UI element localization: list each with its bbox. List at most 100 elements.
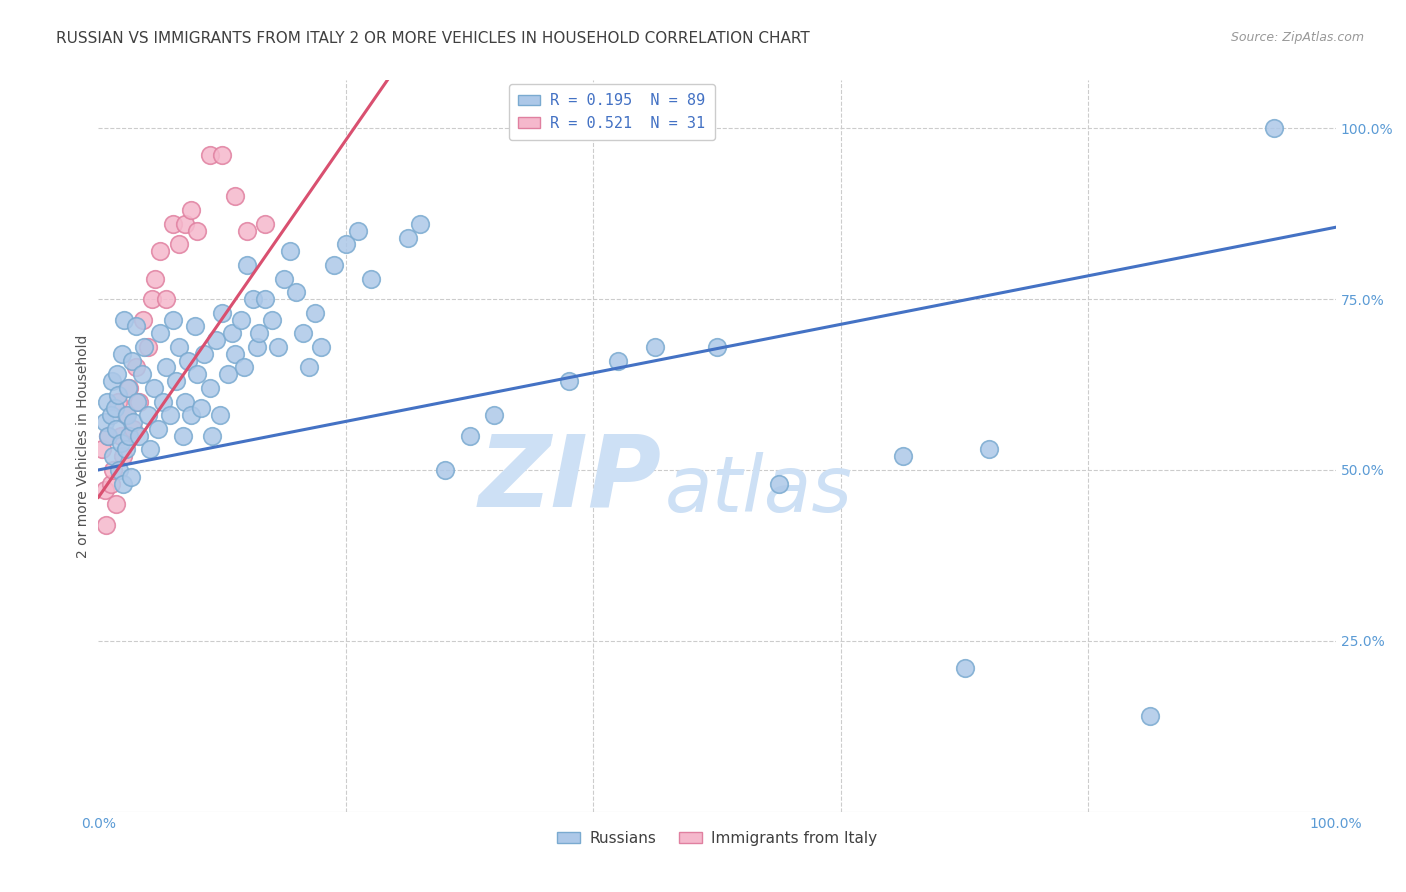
Point xyxy=(180,409,202,423)
Point xyxy=(118,429,141,443)
Point xyxy=(96,394,118,409)
Point xyxy=(190,401,212,416)
Text: ZIP: ZIP xyxy=(478,431,661,527)
Point xyxy=(607,353,630,368)
Point xyxy=(285,285,308,300)
Point xyxy=(224,189,246,203)
Point xyxy=(103,449,125,463)
Point xyxy=(184,319,207,334)
Point xyxy=(322,258,344,272)
Point xyxy=(103,463,125,477)
Point xyxy=(107,388,129,402)
Point xyxy=(146,422,169,436)
Point xyxy=(136,409,159,423)
Point xyxy=(167,340,190,354)
Point xyxy=(124,360,146,375)
Point xyxy=(105,368,128,382)
Point xyxy=(103,401,125,416)
Point xyxy=(246,340,269,354)
Point xyxy=(115,409,138,423)
Point xyxy=(118,381,141,395)
Point xyxy=(186,224,208,238)
Point xyxy=(101,374,124,388)
Point xyxy=(335,237,357,252)
Point xyxy=(143,271,166,285)
Point xyxy=(132,312,155,326)
Point xyxy=(176,353,198,368)
Point xyxy=(139,442,162,457)
Text: Source: ZipAtlas.com: Source: ZipAtlas.com xyxy=(1230,31,1364,45)
Y-axis label: 2 or more Vehicles in Household: 2 or more Vehicles in Household xyxy=(76,334,90,558)
Point xyxy=(205,333,228,347)
Point xyxy=(114,409,136,423)
Point xyxy=(91,442,114,457)
Point xyxy=(172,429,194,443)
Point xyxy=(186,368,208,382)
Point xyxy=(112,476,135,491)
Point xyxy=(110,429,132,443)
Point xyxy=(94,517,117,532)
Point xyxy=(242,292,264,306)
Point xyxy=(360,271,382,285)
Point xyxy=(644,340,666,354)
Point xyxy=(979,442,1001,457)
Point xyxy=(254,217,277,231)
Point xyxy=(122,422,145,436)
Point xyxy=(122,415,145,429)
Point xyxy=(155,292,177,306)
Point xyxy=(236,258,259,272)
Point xyxy=(112,312,135,326)
Point xyxy=(128,394,150,409)
Point xyxy=(221,326,243,341)
Point xyxy=(174,394,197,409)
Point xyxy=(167,237,190,252)
Point xyxy=(120,469,142,483)
Point xyxy=(143,381,166,395)
Point xyxy=(201,429,224,443)
Point xyxy=(97,429,120,443)
Point xyxy=(224,347,246,361)
Point xyxy=(134,340,156,354)
Point xyxy=(121,353,143,368)
Point xyxy=(706,340,728,354)
Point xyxy=(291,326,314,341)
Point xyxy=(104,497,127,511)
Point xyxy=(1139,709,1161,723)
Point xyxy=(100,476,122,491)
Point xyxy=(396,230,419,244)
Text: atlas: atlas xyxy=(665,452,853,528)
Point xyxy=(114,442,136,457)
Point xyxy=(125,394,148,409)
Point xyxy=(107,394,129,409)
Point xyxy=(304,306,326,320)
Point xyxy=(193,347,215,361)
Point xyxy=(136,340,159,354)
Point xyxy=(278,244,301,259)
Point xyxy=(433,463,456,477)
Point xyxy=(267,340,290,354)
Point xyxy=(111,347,134,361)
Text: RUSSIAN VS IMMIGRANTS FROM ITALY 2 OR MORE VEHICLES IN HOUSEHOLD CORRELATION CHA: RUSSIAN VS IMMIGRANTS FROM ITALY 2 OR MO… xyxy=(56,31,810,46)
Point xyxy=(229,312,252,326)
Point xyxy=(260,312,283,326)
Point xyxy=(557,374,579,388)
Point xyxy=(236,224,259,238)
Point xyxy=(1263,121,1285,136)
Point xyxy=(233,360,256,375)
Point xyxy=(211,306,233,320)
Point xyxy=(484,409,506,423)
Point xyxy=(149,244,172,259)
Point xyxy=(458,429,481,443)
Point xyxy=(128,429,150,443)
Point xyxy=(112,449,135,463)
Point xyxy=(768,476,790,491)
Point xyxy=(110,435,132,450)
Point xyxy=(198,381,221,395)
Point xyxy=(891,449,914,463)
Point xyxy=(152,394,174,409)
Point xyxy=(211,148,233,162)
Point xyxy=(174,217,197,231)
Point xyxy=(217,368,239,382)
Point xyxy=(155,360,177,375)
Point xyxy=(104,422,127,436)
